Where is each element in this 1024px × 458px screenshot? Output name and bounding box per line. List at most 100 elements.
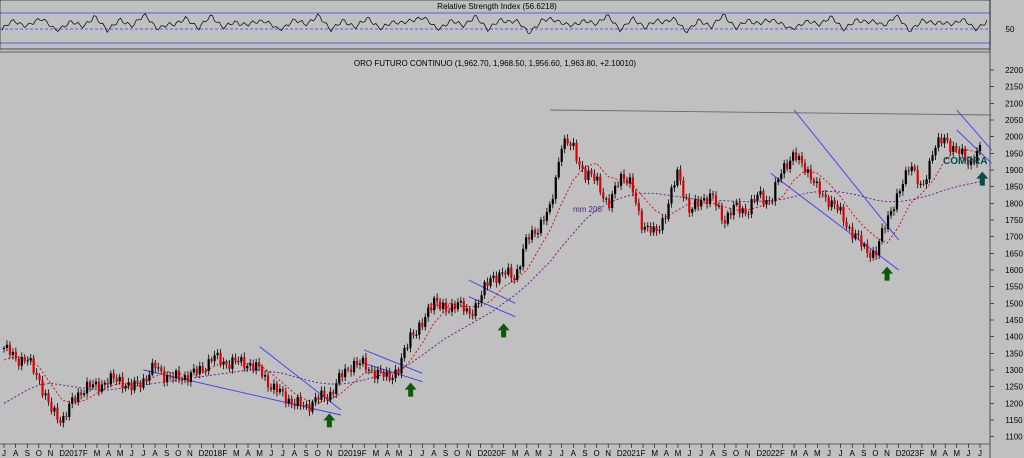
price-tick-layer: 2200 2150 2100 2050 2000 1950 1900 1850 1800 1750… xyxy=(990,66,1023,442)
price-bar xyxy=(8,344,12,355)
x-tick-label: M xyxy=(791,449,798,458)
x-tick-label: J xyxy=(269,449,273,458)
price-bar xyxy=(658,230,661,232)
price-bar xyxy=(519,266,522,270)
x-tick-label: A xyxy=(710,449,716,458)
price-bar xyxy=(263,375,267,377)
price-bar xyxy=(397,369,400,374)
price-bar xyxy=(186,375,190,383)
price-bar xyxy=(925,179,928,185)
price-bar xyxy=(406,347,409,349)
price-bar xyxy=(605,198,608,200)
x-tick-label: S xyxy=(861,449,866,458)
x-tick-label: A xyxy=(664,449,670,458)
price-bar xyxy=(474,303,477,317)
price-bar xyxy=(679,169,682,181)
price-bar xyxy=(222,361,225,365)
price-bar xyxy=(797,156,801,161)
price-bar xyxy=(240,357,243,362)
price-bar xyxy=(970,158,973,165)
price-bar xyxy=(619,174,623,186)
price-bar xyxy=(501,272,504,274)
price-bar xyxy=(415,334,418,336)
x-tick-label: M xyxy=(256,449,263,458)
price-bar xyxy=(281,388,284,392)
trendline xyxy=(364,362,423,383)
price-bar xyxy=(418,322,421,335)
price-bar xyxy=(213,355,216,362)
price-bar xyxy=(2,348,6,349)
price-bar xyxy=(174,370,178,379)
x-tick-label: N xyxy=(466,449,472,458)
y-tick-label: 1700 xyxy=(1005,233,1023,242)
price-bar xyxy=(664,217,667,220)
y-tick-label: 1450 xyxy=(1005,316,1023,325)
price-bar xyxy=(388,371,391,380)
price-bar xyxy=(269,387,273,390)
price-bar xyxy=(379,369,382,372)
price-bar xyxy=(806,169,810,173)
price-bar xyxy=(486,282,489,286)
price-bar xyxy=(845,221,848,228)
x-tick-label: N xyxy=(884,449,890,458)
price-bar xyxy=(471,313,474,317)
x-tick-label: F xyxy=(222,449,227,458)
price-bar xyxy=(427,307,430,318)
price-bar xyxy=(872,250,875,258)
price-bar xyxy=(124,385,127,389)
moving-average-layer xyxy=(3,149,981,404)
price-bar xyxy=(62,415,65,423)
y-tick-label: 1500 xyxy=(1005,299,1023,308)
x-tick-label: D xyxy=(896,449,902,458)
price-bar xyxy=(723,220,726,224)
y-tick-label: 1350 xyxy=(1005,349,1023,358)
y-tick-label: 2100 xyxy=(1005,99,1023,108)
price-bar xyxy=(355,360,359,365)
price-bar xyxy=(857,233,860,236)
price-bar xyxy=(851,227,854,239)
price-bar xyxy=(827,197,830,208)
x-tick-label: J xyxy=(409,449,413,458)
price-bar xyxy=(812,179,815,184)
price-bar xyxy=(525,237,528,249)
price-bar xyxy=(5,344,9,348)
price-bar xyxy=(919,183,922,185)
price-bar xyxy=(249,363,252,366)
x-tick-label: A xyxy=(431,449,437,458)
price-bar xyxy=(640,210,643,230)
price-bar xyxy=(26,360,29,362)
price-bar xyxy=(56,407,59,420)
price-bar xyxy=(192,368,195,373)
price-bar xyxy=(682,180,685,198)
price-bar xyxy=(47,393,50,402)
price-bar xyxy=(85,381,89,394)
price-bar xyxy=(139,382,142,388)
price-bar xyxy=(937,137,940,148)
price-bar xyxy=(352,360,356,373)
price-bar xyxy=(616,185,620,187)
price-bar xyxy=(830,200,833,208)
price-bar xyxy=(154,362,157,369)
x-tick-label: O xyxy=(36,449,42,458)
price-bar xyxy=(447,311,451,313)
price-bar xyxy=(94,381,98,385)
x-tick-label: M xyxy=(233,449,240,458)
price-bar xyxy=(892,209,896,212)
price-bar xyxy=(59,419,62,423)
x-tick-label: J xyxy=(281,449,285,458)
price-bar xyxy=(711,193,715,196)
price-bar xyxy=(655,226,658,232)
price-bar xyxy=(180,379,184,381)
y-tick-label: 1150 xyxy=(1005,416,1023,425)
price-bar xyxy=(593,173,596,181)
trendline xyxy=(364,349,423,374)
price-bar xyxy=(839,206,842,211)
y-tick-label: 1200 xyxy=(1005,399,1023,408)
price-bar xyxy=(480,295,483,304)
price-bar xyxy=(103,382,106,385)
y-tick-label: 1100 xyxy=(1005,433,1023,442)
price-bar xyxy=(522,248,525,267)
price-bar xyxy=(225,361,228,365)
